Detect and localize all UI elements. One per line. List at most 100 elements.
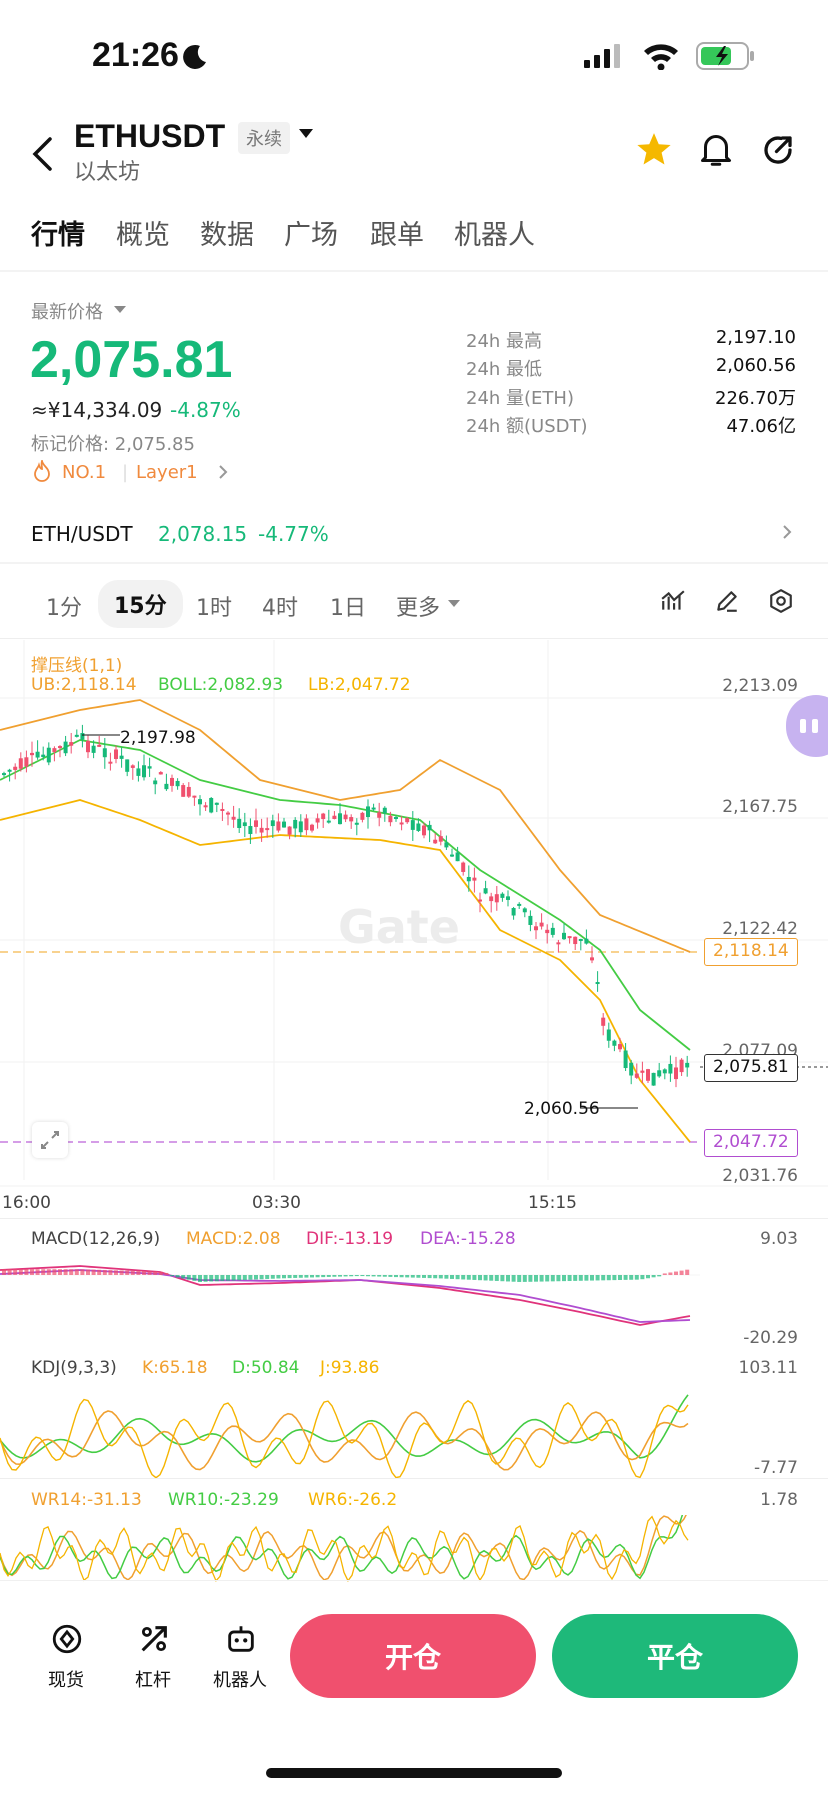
sector-tag[interactable]: Layer1 <box>136 462 198 483</box>
status-time: 21:26 <box>92 36 179 74</box>
timeframe-4h[interactable]: 4时 <box>262 596 298 621</box>
expand-icon <box>41 1131 59 1149</box>
candle-body <box>203 805 208 808</box>
candle-body <box>416 823 421 831</box>
indicator-icon[interactable] <box>660 588 686 614</box>
macd-bar <box>578 1275 583 1281</box>
favorite-star-icon[interactable] <box>634 130 674 168</box>
caret-down-icon[interactable] <box>114 306 126 314</box>
macd-bar <box>158 1271 163 1275</box>
bot-nav-button[interactable]: 机器人 <box>200 1580 280 1700</box>
macd-bar <box>287 1275 292 1279</box>
macd-bar <box>7 1269 12 1275</box>
candle-body <box>231 816 236 820</box>
settings-icon[interactable] <box>768 588 794 614</box>
back-arrow-icon[interactable] <box>30 136 54 172</box>
candlestick-chart[interactable] <box>0 640 828 1220</box>
tab-bots[interactable]: 机器人 <box>454 220 535 251</box>
wr-chart[interactable] <box>0 1515 828 1583</box>
macd-bar <box>646 1275 650 1279</box>
macd-bar <box>405 1275 410 1278</box>
floating-assistant-button[interactable] <box>786 695 828 757</box>
candle-body <box>220 808 225 811</box>
chevron-right-icon[interactable] <box>218 464 228 480</box>
candle-body <box>674 1067 678 1080</box>
divider <box>0 1478 828 1479</box>
timeframe-1h[interactable]: 1时 <box>196 596 232 621</box>
candle-body <box>282 821 286 828</box>
candle-body <box>567 936 572 939</box>
candle-body <box>612 1040 617 1046</box>
open-position-button[interactable]: 开仓 <box>290 1614 536 1698</box>
wr-max: 1.78 <box>760 1490 798 1510</box>
bell-icon[interactable] <box>698 130 734 170</box>
candle-body <box>455 852 460 862</box>
macd-bar <box>511 1275 516 1282</box>
timeframe-more[interactable]: 更多 <box>396 596 441 621</box>
macd-bar <box>86 1269 90 1275</box>
latest-price-label[interactable]: 最新价格 <box>31 302 103 323</box>
candle-body <box>590 957 594 961</box>
macd-bar <box>399 1275 404 1278</box>
candle-body <box>657 1070 662 1077</box>
macd-bar <box>2 1269 6 1275</box>
candle-body <box>125 759 130 772</box>
close-position-button[interactable]: 平仓 <box>552 1614 798 1698</box>
spot-pair-row[interactable]: ETH/USDT 2,078.15 -4.77% <box>0 508 828 558</box>
rank-tag[interactable]: NO.1 <box>62 462 107 483</box>
candle-body <box>679 1059 684 1073</box>
share-icon[interactable] <box>760 132 796 168</box>
macd-chart[interactable] <box>0 1250 828 1350</box>
spot-nav-button[interactable]: 现货 <box>26 1580 106 1700</box>
macd-bar <box>108 1270 113 1275</box>
macd-bar <box>534 1275 538 1282</box>
divider <box>0 638 828 639</box>
price-chart-canvas[interactable] <box>0 640 828 1220</box>
high-marker: 2,197.98 <box>120 728 196 748</box>
macd-bar <box>119 1270 124 1275</box>
kdj-title: KDJ(9,3,3) <box>31 1358 117 1378</box>
macd-bar <box>567 1275 572 1282</box>
candle-body <box>91 745 96 753</box>
spot-chevron-icon <box>783 525 792 539</box>
macd-bar <box>366 1275 370 1277</box>
leverage-nav-button[interactable]: 杠杆 <box>113 1580 193 1700</box>
candle-body <box>349 817 354 822</box>
macd-bar <box>242 1275 247 1280</box>
kdj-chart[interactable] <box>0 1380 828 1480</box>
wr10-value: WR10:-23.29 <box>168 1490 279 1510</box>
cny-price: ≈¥14,334.09 <box>31 398 163 422</box>
symbol-dropdown-icon[interactable] <box>298 128 314 140</box>
candle-body <box>623 1050 628 1069</box>
timeframe-1m[interactable]: 1分 <box>46 596 82 621</box>
candle-body <box>13 766 18 770</box>
timeframe-1d[interactable]: 1日 <box>330 596 366 621</box>
candle-body <box>371 807 376 810</box>
divider <box>0 1218 828 1219</box>
candle-body <box>662 1069 667 1074</box>
macd-bar <box>91 1269 96 1275</box>
fullscreen-button[interactable] <box>32 1122 68 1158</box>
candle-body <box>254 820 258 827</box>
candle-body <box>298 821 303 833</box>
macd-bar <box>668 1272 673 1275</box>
candle-body <box>248 826 253 835</box>
macd-bar <box>338 1275 342 1277</box>
candle-body <box>209 797 214 813</box>
candle-body <box>102 748 107 758</box>
candle-body <box>377 812 382 818</box>
tab-square[interactable]: 广场 <box>284 220 338 251</box>
timeframe-15m[interactable]: 15分 <box>98 580 183 628</box>
tab-market[interactable]: 行情 <box>31 220 85 251</box>
ub-value: UB:2,118.14 <box>31 675 137 695</box>
more-caret-icon[interactable] <box>448 600 460 608</box>
tab-overview[interactable]: 概览 <box>116 220 170 251</box>
draw-pen-icon[interactable] <box>714 588 740 614</box>
macd-bar <box>640 1275 645 1280</box>
tab-data[interactable]: 数据 <box>200 220 254 251</box>
tab-copy-trade[interactable]: 跟单 <box>370 220 424 251</box>
macd-bar <box>52 1269 57 1275</box>
symbol-title[interactable]: ETHUSDT <box>74 118 226 154</box>
macd-bar <box>601 1275 606 1281</box>
candle-body <box>74 734 79 737</box>
